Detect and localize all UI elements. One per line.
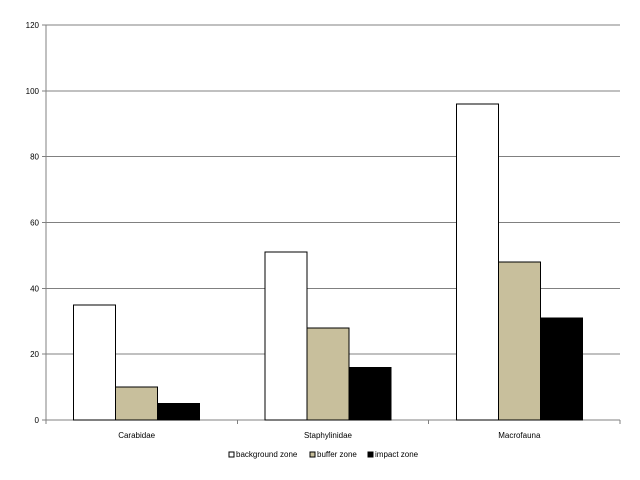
bar-background-zone-staphylinidae [264,251,308,421]
bar-buffer-zone-macrofauna [497,261,541,421]
legend-swatch-background-zone [228,451,235,458]
bar-buffer-zone-staphylinidae [306,327,350,421]
y-tick-label: 80 [30,153,39,162]
bar-background-zone-macrofauna [455,103,499,421]
bar-background-zone-carabidae [73,304,117,421]
y-tick-label: 100 [26,87,40,96]
bar-impact-zone-carabidae [157,403,201,421]
bar-buffer-zone-carabidae [115,386,159,421]
legend-label-buffer-zone: buffer zone [317,450,357,459]
bar-impact-zone-staphylinidae [348,366,392,421]
bars [73,103,583,421]
category-label: Staphylinidae [304,431,353,440]
legend: background zone buffer zone impact zone [228,450,419,459]
y-tick-label: 20 [30,350,39,359]
y-tick-label: 40 [30,284,39,293]
legend-label-background-zone: background zone [236,450,298,459]
y-tick-label: 60 [30,219,39,228]
labels: 0 20 40 60 80 100 120 Carabidae Staphylinidae Mac… [26,21,541,440]
y-tick-label: 0 [35,416,40,425]
category-label: Carabidae [118,431,155,440]
y-tick-label: 120 [26,21,40,30]
legend-swatch-impact-zone [367,451,374,458]
category-label: Macrofauna [498,431,541,440]
legend-label-impact-zone: impact zone [375,450,419,459]
legend-swatch-buffer-zone [309,451,316,458]
bar-impact-zone-macrofauna [539,317,583,421]
